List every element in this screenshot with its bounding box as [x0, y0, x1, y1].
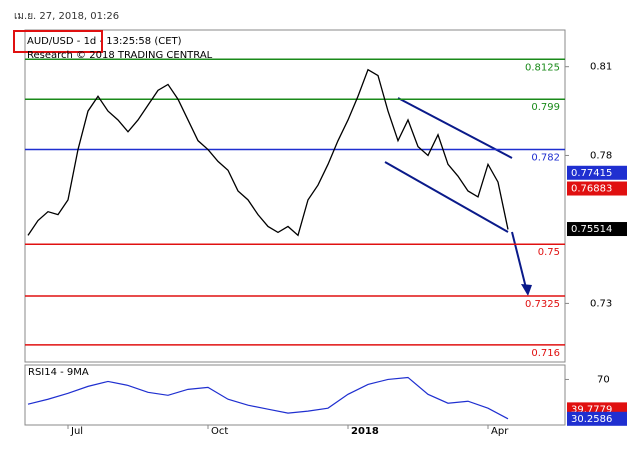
arrow-head	[521, 284, 532, 296]
level-label: 0.782	[531, 153, 560, 164]
level-label: 0.716	[531, 348, 560, 359]
y-tick-label: 0.78	[590, 150, 612, 161]
chart-title: AUD/USD - 1d - 13:25:58 (CET)	[27, 36, 182, 47]
y-tick-label: 0.81	[590, 62, 612, 73]
x-tick-label: Oct	[211, 426, 228, 437]
rsi-label: RSI14 - 9MA	[28, 367, 89, 378]
rsi-marker-label: 30.2586	[571, 414, 612, 425]
rsi-tick-label: 70	[597, 374, 610, 385]
title-highlight	[13, 30, 103, 53]
level-label: 0.75	[538, 247, 560, 258]
price-marker	[567, 222, 627, 237]
price-marker-label: 0.77415	[571, 168, 612, 179]
rsi-panel	[24, 364, 566, 426]
channel-lower	[384, 161, 509, 233]
chart-subtitle: Research © 2018 TRADING CENTRAL	[27, 50, 213, 61]
y-tick-label: 0.73	[590, 298, 612, 309]
x-tick-label: Jul	[70, 426, 83, 437]
price-panel	[24, 29, 566, 363]
rsi-marker-label: 39.7779	[571, 404, 612, 415]
price-marker	[567, 181, 627, 196]
price-marker-label: 0.76883	[571, 184, 612, 195]
rsi-marker	[567, 411, 627, 426]
price-marker	[567, 165, 627, 180]
rsi-line	[27, 376, 509, 420]
level-label: 0.799	[531, 102, 560, 113]
channel-upper	[397, 97, 513, 159]
price-marker-label: 0.75514	[571, 224, 612, 235]
level-label: 0.7325	[525, 299, 560, 310]
timestamp: เม.ย. 27, 2018, 01:26	[14, 11, 119, 22]
channel	[384, 97, 532, 296]
x-tick-label: Apr	[491, 426, 509, 437]
x-tick-label: 2018	[351, 426, 379, 437]
level-label: 0.8125	[525, 62, 560, 73]
price-line	[27, 68, 509, 237]
forecast-arrow	[511, 231, 527, 289]
